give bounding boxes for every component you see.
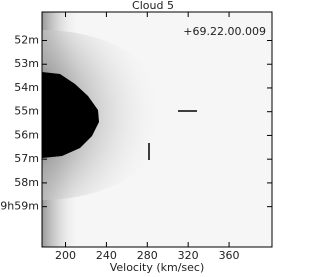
plot-frame bbox=[41, 11, 273, 248]
x-tick-label: 360 bbox=[219, 249, 240, 262]
x-tick-label: 240 bbox=[96, 249, 117, 262]
chart: Cloud 5 +69.22.00.009 Velocity (km/sec) … bbox=[0, 0, 273, 274]
y-tick-label: 57m bbox=[14, 152, 39, 165]
x-tick-label: 280 bbox=[137, 249, 158, 262]
x-tick-label: 200 bbox=[55, 249, 76, 262]
y-tick-label: 58m bbox=[14, 176, 39, 189]
y-tick-label: 52m bbox=[14, 33, 39, 46]
x-tick-label: 320 bbox=[178, 249, 199, 262]
annotation: +69.22.00.009 bbox=[183, 25, 266, 38]
chart-title: Cloud 5 bbox=[132, 0, 174, 12]
y-tick-label: 54m bbox=[14, 81, 39, 94]
x-axis-label: Velocity (km/sec) bbox=[110, 261, 205, 274]
image bbox=[42, 12, 272, 247]
y-tick-label: 09h59m bbox=[0, 200, 39, 213]
y-tick-label: 55m bbox=[14, 105, 39, 118]
y-tick-label: 53m bbox=[14, 57, 39, 70]
y-tick-label: 56m bbox=[14, 128, 39, 141]
